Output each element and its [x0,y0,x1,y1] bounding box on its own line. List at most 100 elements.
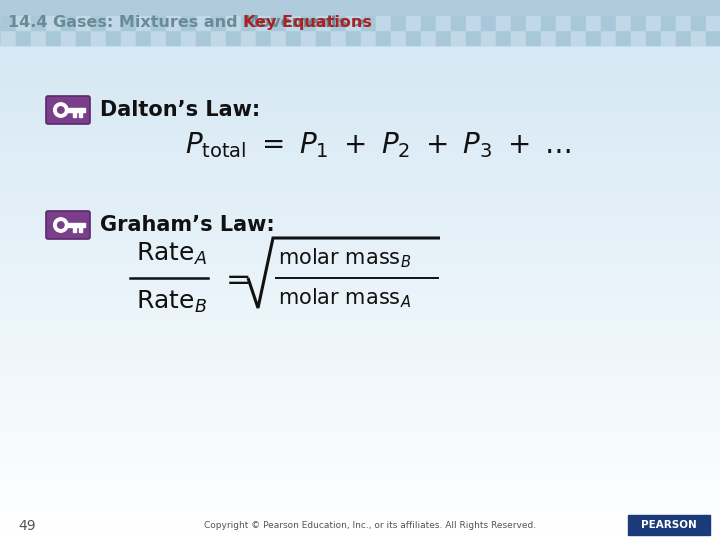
Bar [0,459,720,464]
Bar [0,524,720,529]
Bar [0,394,720,400]
Bar [286,30,300,44]
Bar [0,189,720,194]
Bar [0,427,720,432]
Bar [0,362,720,367]
Bar [0,157,720,162]
Bar [166,30,179,44]
Bar [0,103,720,108]
Bar [210,30,225,44]
Bar [73,112,76,117]
Bar [0,437,720,443]
Bar [0,65,720,70]
Text: Dalton’s Law:: Dalton’s Law: [100,100,260,120]
Text: molar mass$_B$: molar mass$_B$ [278,246,411,270]
Bar [466,16,480,30]
Bar [0,16,720,22]
Bar [541,16,554,30]
Bar [0,227,720,232]
Bar [0,481,720,486]
Bar [420,30,434,44]
Bar [0,518,720,524]
Text: $=$: $=$ [220,264,251,293]
Bar [0,416,720,421]
Circle shape [53,218,68,232]
Bar [0,270,720,275]
Bar [0,351,720,356]
Bar [0,292,720,297]
Bar [675,16,690,30]
Bar [390,30,405,44]
Bar [690,16,704,30]
Bar [240,30,254,44]
Bar [0,454,720,459]
Bar [66,107,85,112]
Bar [78,227,81,232]
Bar [300,30,315,44]
Bar [0,248,720,254]
Bar [0,340,720,346]
Bar [66,222,85,227]
Bar [0,130,720,135]
Bar [556,30,570,44]
Text: Rate$_A$: Rate$_A$ [136,241,207,267]
Bar [76,16,89,30]
Circle shape [53,103,68,117]
Bar [600,30,614,44]
Bar [480,16,495,30]
Bar [628,515,710,535]
Bar [0,108,720,113]
Bar [0,529,720,535]
Bar [0,243,720,248]
Bar [91,30,104,44]
Bar [30,16,45,30]
Bar [660,16,675,30]
Bar [0,389,720,394]
Bar [0,146,720,151]
Bar [0,259,720,265]
Bar [0,221,720,227]
Bar [0,346,720,351]
Bar [0,113,720,119]
Bar [0,535,720,540]
Bar [0,308,720,313]
Bar [240,16,254,30]
Bar [0,5,720,11]
Bar [0,265,720,270]
Bar [0,254,720,259]
Bar [30,30,45,44]
Bar [0,0,720,45]
Bar [616,30,629,44]
Bar [0,27,720,32]
Bar [480,30,495,44]
Bar [0,32,720,38]
Text: Rate$_B$: Rate$_B$ [136,289,207,315]
Bar [0,432,720,437]
Bar [631,16,644,30]
FancyBboxPatch shape [46,211,90,239]
Bar [0,167,720,173]
Bar [616,16,629,30]
Bar [45,30,60,44]
Bar [570,16,585,30]
Bar [0,373,720,378]
Bar [0,383,720,389]
Bar [556,16,570,30]
Bar [0,421,720,427]
Bar [0,22,720,27]
Bar [0,313,720,319]
Bar [150,16,164,30]
Bar [330,30,344,44]
Bar [0,410,720,416]
Bar [181,30,194,44]
Bar [181,16,194,30]
Bar [0,38,720,43]
Bar [0,211,720,216]
Bar [106,30,120,44]
Bar [0,367,720,373]
Bar [706,30,719,44]
Bar [405,30,420,44]
Bar [0,162,720,167]
Bar [0,448,720,454]
Bar [495,16,510,30]
